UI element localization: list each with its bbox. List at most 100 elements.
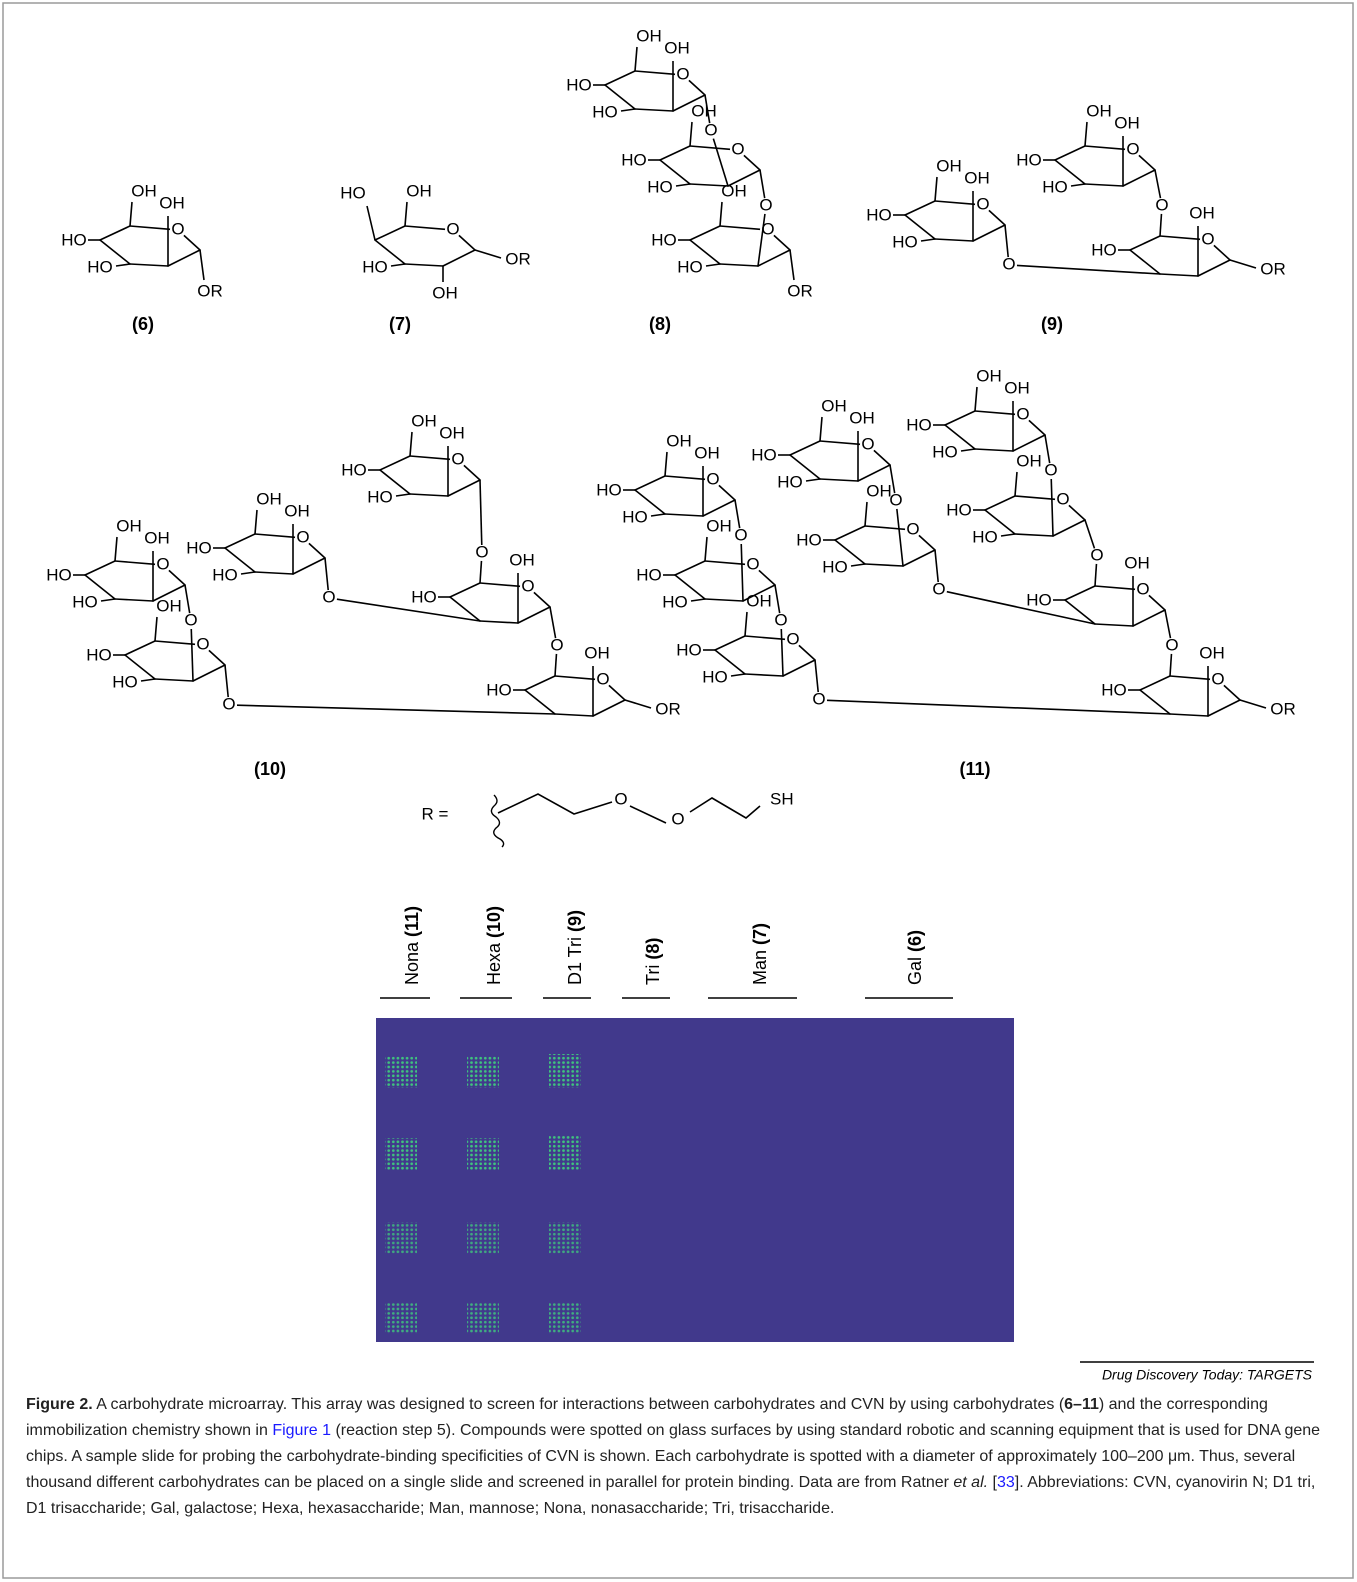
compound-label: (9) <box>1041 314 1063 334</box>
bond <box>115 537 117 561</box>
bond <box>185 585 190 613</box>
column-name: Tri <box>643 965 663 985</box>
atom-label: HO <box>411 587 437 606</box>
bond <box>897 509 903 566</box>
bond <box>1208 700 1240 716</box>
spot-block <box>385 1056 417 1088</box>
atom-label: OH <box>636 26 662 45</box>
bond <box>1130 236 1160 250</box>
bond <box>690 122 692 146</box>
atom-label: OH <box>1004 378 1030 397</box>
bond <box>85 561 115 575</box>
bond <box>116 264 130 266</box>
column-name: Hexa <box>484 942 504 985</box>
bond <box>1170 714 1208 716</box>
bond <box>975 387 977 411</box>
atom-label: HO <box>486 680 512 699</box>
atom-label: OH <box>131 181 157 200</box>
bond <box>1069 505 1085 520</box>
bond <box>705 537 707 561</box>
linkage-oxygen: O <box>932 579 945 598</box>
bond <box>255 534 295 537</box>
atom-label: HO <box>61 230 87 249</box>
figure-link[interactable]: Figure 1 <box>272 1422 331 1439</box>
reference-link[interactable]: 33 <box>997 1474 1015 1491</box>
atom-label: HO <box>702 667 728 686</box>
bond <box>555 676 595 679</box>
bond <box>945 411 975 425</box>
bond <box>1095 564 1096 586</box>
bond <box>705 599 743 601</box>
bond <box>676 184 690 186</box>
bond <box>774 235 790 250</box>
bond <box>961 449 975 451</box>
bond <box>1133 610 1165 626</box>
bond <box>367 206 375 240</box>
atom-label: HO <box>340 183 366 202</box>
bond <box>689 80 705 95</box>
bond <box>1051 479 1053 536</box>
bond <box>410 456 450 459</box>
bond <box>745 612 747 636</box>
bond <box>125 641 155 655</box>
bond <box>919 535 935 550</box>
atom-label: HO <box>677 257 703 276</box>
bond <box>635 476 665 490</box>
atom-label: HO <box>72 592 98 611</box>
column-label: Hexa(10) <box>484 906 504 985</box>
atom-label: HO <box>751 445 777 464</box>
bond <box>720 264 758 266</box>
bond <box>1015 472 1017 496</box>
bond <box>405 202 407 226</box>
bond <box>760 170 765 198</box>
atom-label: OH <box>666 431 692 450</box>
bond <box>1085 146 1125 149</box>
atom-label: OH <box>159 193 185 212</box>
compound-label: (7) <box>389 314 411 334</box>
bond <box>325 558 328 590</box>
bond <box>1230 260 1256 268</box>
atom-label: OH <box>1016 451 1042 470</box>
spot-block <box>467 1056 499 1088</box>
linkage-oxygen: O <box>704 120 717 139</box>
atom-label: HO <box>112 672 138 691</box>
ring-oxygen: O <box>521 576 534 595</box>
bond <box>731 674 745 676</box>
atom-label: HO <box>186 538 212 557</box>
spot-block <box>467 1222 499 1254</box>
linkage-oxygen: O <box>322 587 335 606</box>
bond <box>935 550 938 582</box>
bond <box>799 645 815 660</box>
atom-label: OH <box>1189 203 1215 222</box>
bond <box>1240 700 1266 708</box>
column-label: Nona(11) <box>402 906 422 985</box>
linkage-oxygen: O <box>759 195 772 214</box>
bond <box>193 665 225 681</box>
column-label: Gal(6) <box>905 930 925 985</box>
bond <box>293 558 325 574</box>
ring-oxygen: O <box>676 64 689 83</box>
linkage-oxygen: O <box>1002 254 1015 273</box>
ring-oxygen: O <box>906 519 919 538</box>
bond <box>758 250 790 266</box>
bond <box>337 599 480 621</box>
bond <box>209 650 225 665</box>
figure: Drug Discovery Today: TARGETS OHOHHOHOOO… <box>0 0 1357 1582</box>
bond <box>651 514 665 516</box>
anomer-label: OR <box>787 281 813 300</box>
atom-label: OH <box>1199 643 1225 662</box>
bond <box>100 226 130 240</box>
atom-label: OH <box>849 408 875 427</box>
bond <box>448 480 480 496</box>
caption-text: A carbohydrate microarray. This array wa… <box>93 1396 1064 1413</box>
bond <box>593 700 625 716</box>
bond <box>820 441 860 444</box>
bond <box>691 599 705 601</box>
linkage-oxygen: O <box>550 635 563 654</box>
caption-text: [ <box>988 1474 997 1491</box>
ring-oxygen: O <box>1211 669 1224 688</box>
bond <box>1170 676 1210 679</box>
caption: Figure 2. A carbohydrate microarray. Thi… <box>26 1392 1331 1522</box>
bond <box>405 226 445 229</box>
bond <box>720 226 760 229</box>
